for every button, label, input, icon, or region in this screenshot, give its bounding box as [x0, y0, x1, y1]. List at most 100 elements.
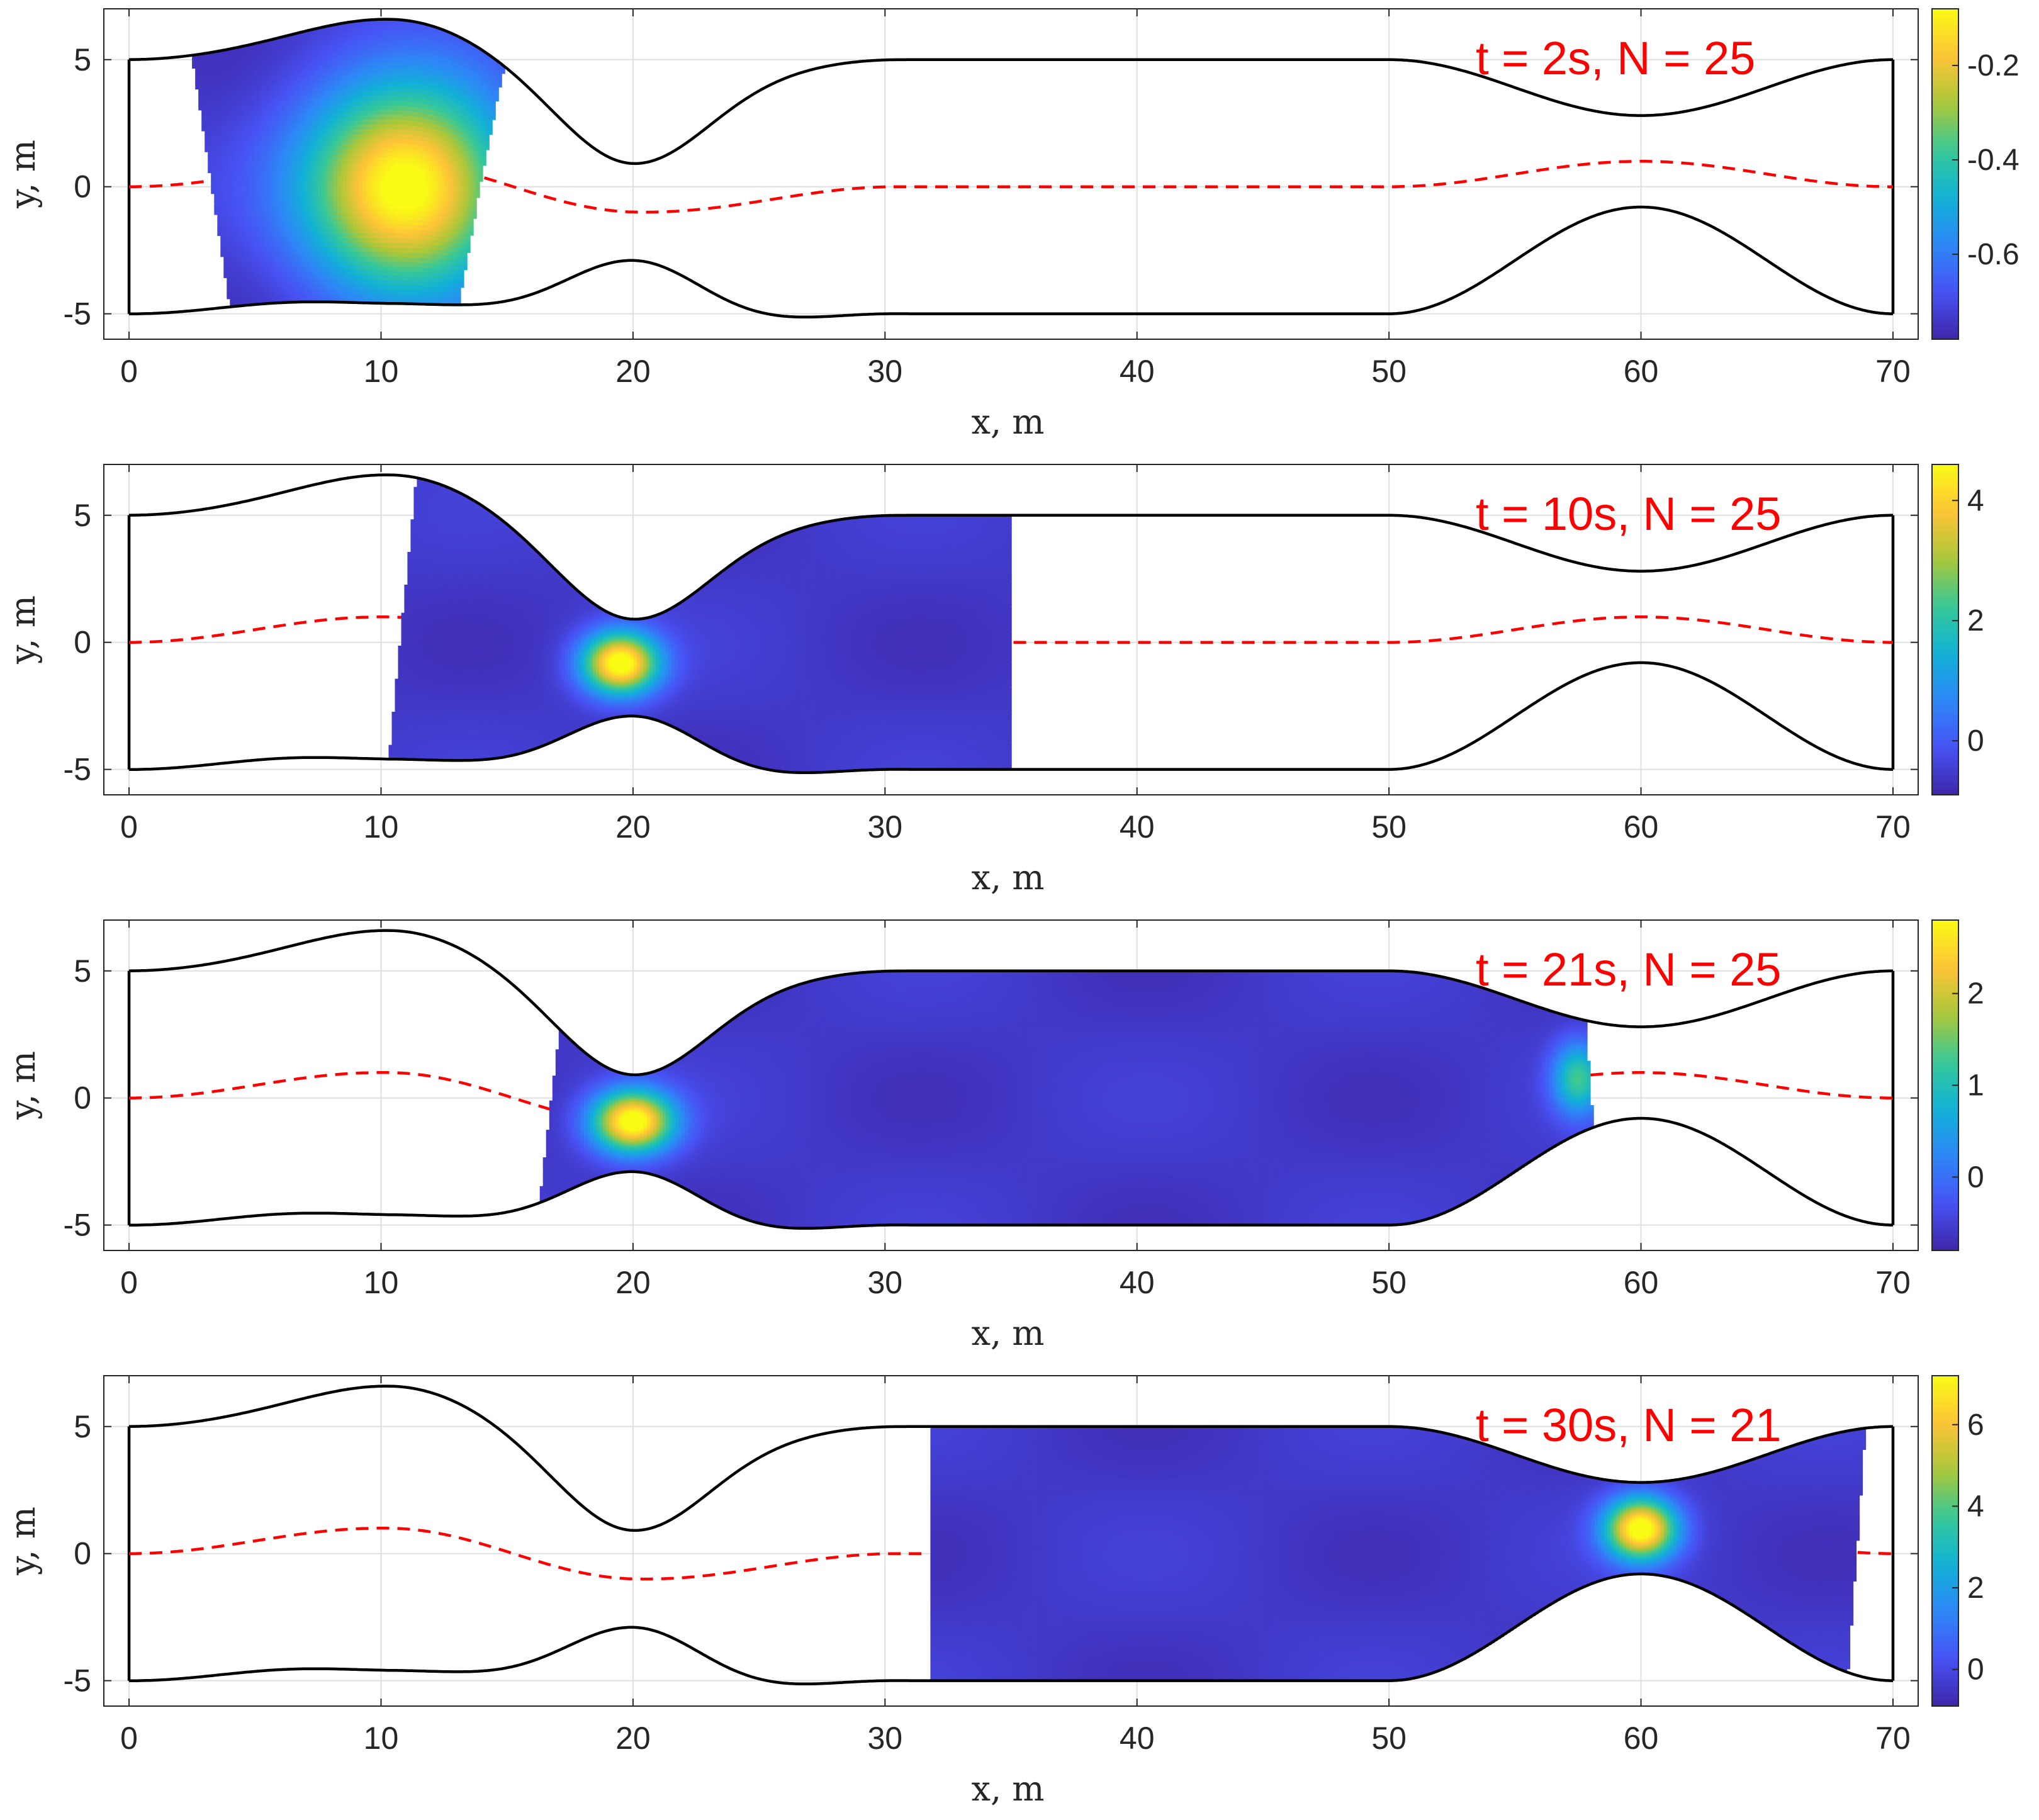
- x-tick-label: 70: [1875, 809, 1911, 845]
- x-tick-label: 60: [1624, 354, 1659, 389]
- colorbar-tick-label: 4: [1967, 1490, 1984, 1523]
- lower-wall: [129, 1572, 1893, 1686]
- colorbar-tick-label: 0: [1967, 1160, 1984, 1194]
- x-tick-label: 40: [1120, 1265, 1155, 1300]
- y-tick-label: 5: [74, 498, 91, 533]
- field-heatmap: [388, 478, 1012, 773]
- x-tick-label: 60: [1624, 1721, 1659, 1756]
- upper-wall: [128, 1385, 1893, 1532]
- centerline: [129, 1071, 1893, 1111]
- colorbar-gradient: [1931, 464, 1959, 795]
- x-tick-label: 50: [1371, 809, 1407, 845]
- x-tick-label: 10: [364, 1265, 399, 1300]
- x-axis-label: x, m: [972, 1313, 1045, 1353]
- colorbar-tick-label: 2: [1967, 1571, 1984, 1605]
- x-tick-label: 50: [1371, 1721, 1407, 1756]
- y-tick-label: 0: [74, 1536, 91, 1571]
- time-annotation: t = 2s, N = 25: [1476, 32, 1755, 84]
- x-tick-label: 0: [120, 809, 138, 845]
- y-tick-label: 5: [74, 42, 91, 77]
- x-tick-label: 60: [1624, 809, 1659, 845]
- time-annotation: t = 10s, N = 25: [1476, 488, 1781, 540]
- y-tick-label: -5: [64, 296, 91, 332]
- y-tick-label: 0: [74, 1081, 91, 1116]
- x-axis-label: x, m: [972, 1769, 1045, 1809]
- field-heatmap: [539, 970, 1594, 1229]
- axes-box: [103, 1375, 1919, 1707]
- x-tick-label: 40: [1120, 1721, 1155, 1756]
- x-tick-label: 20: [615, 809, 651, 845]
- colorbar-tick-label: 1: [1967, 1069, 1984, 1103]
- y-tick-label: 5: [74, 953, 91, 989]
- lower-wall: [129, 661, 1893, 775]
- x-tick-label: 30: [867, 1721, 902, 1756]
- x-tick-label: 20: [615, 1265, 651, 1300]
- time-annotation: t = 30s, N = 21: [1476, 1399, 1781, 1451]
- x-tick-label: 20: [615, 1721, 651, 1756]
- time-annotation: t = 21s, N = 25: [1476, 943, 1781, 996]
- y-axis-label: y, m: [3, 595, 43, 665]
- y-tick-label: -5: [64, 752, 91, 787]
- y-tick-label: -5: [64, 1208, 91, 1243]
- x-tick-label: 50: [1371, 354, 1407, 389]
- x-tick-label: 40: [1120, 809, 1155, 845]
- field-heatmap: [192, 19, 505, 308]
- centerline: [129, 1527, 1893, 1581]
- x-tick-label: 0: [120, 1721, 138, 1756]
- lower-wall: [129, 205, 1893, 319]
- x-axis-label: x, m: [972, 402, 1045, 442]
- colorbar-tick-label: 2: [1967, 604, 1984, 638]
- x-tick-label: 30: [867, 809, 902, 845]
- axes-box: [103, 464, 1919, 795]
- x-tick-label: 30: [867, 1265, 902, 1300]
- x-tick-label: 30: [867, 354, 902, 389]
- x-tick-label: 50: [1371, 1265, 1407, 1300]
- colorbar-tick-label: 0: [1967, 1653, 1984, 1687]
- lower-wall: [129, 1116, 1893, 1230]
- y-axis-label: y, m: [3, 1051, 43, 1120]
- x-tick-label: 10: [364, 354, 399, 389]
- colorbar-tick-label: 0: [1967, 724, 1984, 758]
- upper-wall: [128, 473, 1893, 621]
- colorbar-tick-label: 6: [1967, 1408, 1984, 1442]
- axes-box: [103, 919, 1919, 1251]
- x-tick-label: 70: [1875, 1265, 1911, 1300]
- colorbar-tick-label: -0.6: [1967, 238, 2019, 271]
- y-axis-label: y, m: [3, 1507, 43, 1576]
- x-tick-label: 20: [615, 354, 651, 389]
- colorbar-tick-label: -0.4: [1967, 143, 2019, 177]
- y-tick-label: 5: [74, 1409, 91, 1444]
- colorbar-tick-label: 2: [1967, 977, 1984, 1011]
- x-tick-label: 60: [1624, 1265, 1659, 1300]
- x-tick-label: 0: [120, 1265, 138, 1300]
- x-tick-label: 10: [364, 1721, 399, 1756]
- colorbar-gradient: [1931, 8, 1959, 340]
- panel-1: 0 10 20 30 40 50 60 70 -5 0 5 x, m y, m t = 2s, N = 2…: [3, 8, 2019, 442]
- upper-wall: [128, 929, 1893, 1077]
- field-heatmap: [930, 1426, 1867, 1682]
- y-tick-label: 0: [74, 169, 91, 205]
- x-tick-label: 40: [1120, 354, 1155, 389]
- y-tick-label: 0: [74, 625, 91, 660]
- centerline: [129, 160, 1893, 214]
- colorbar: -0.6 -0.4 -0.2: [1931, 8, 2019, 340]
- x-axis-label: x, m: [972, 858, 1045, 897]
- upper-wall: [128, 18, 1893, 166]
- colorbar: 0 2 4 6: [1931, 1375, 1984, 1707]
- x-tick-label: 0: [120, 354, 138, 389]
- centerline: [129, 615, 1893, 644]
- x-tick-label: 70: [1875, 1721, 1911, 1756]
- colorbar: 0 1 2: [1931, 919, 1984, 1251]
- y-axis-label: y, m: [3, 140, 43, 209]
- colorbar-tick-label: 4: [1967, 484, 1984, 517]
- colorbar: 0 2 4: [1931, 464, 1984, 795]
- x-tick-label: 10: [364, 809, 399, 845]
- x-tick-label: 70: [1875, 354, 1911, 389]
- axes-box: [103, 8, 1919, 340]
- colorbar-tick-label: -0.2: [1967, 49, 2019, 82]
- colorbar-gradient: [1931, 1375, 1959, 1707]
